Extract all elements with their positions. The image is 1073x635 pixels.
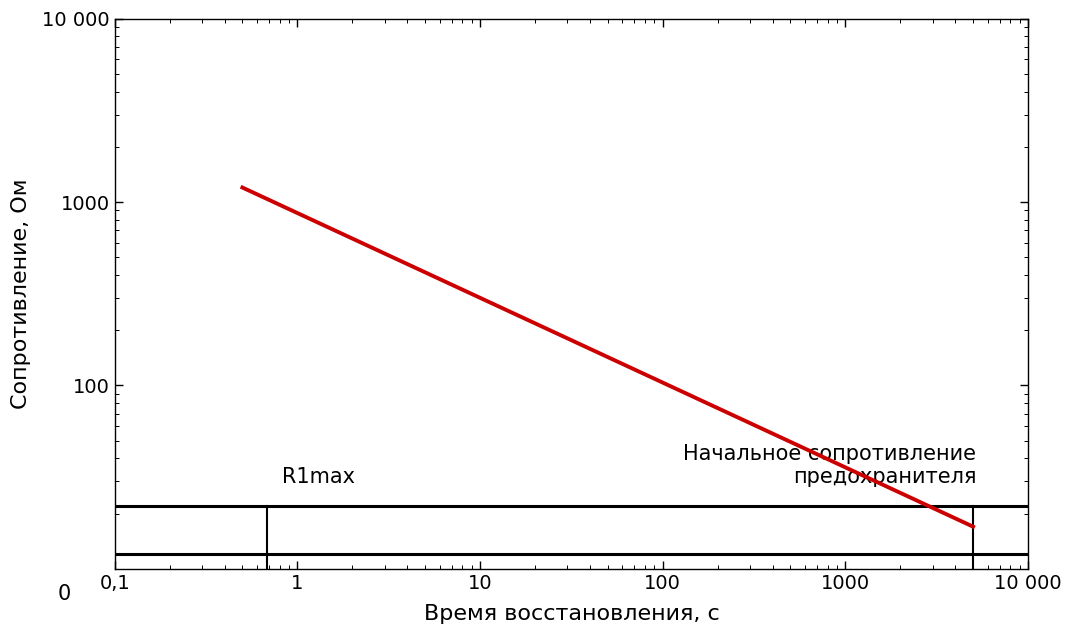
Y-axis label: Сопротивление, Ом: Сопротивление, Ом (11, 178, 31, 409)
Text: Начальное сопротивление
предохранителя: Начальное сопротивление предохранителя (684, 444, 976, 487)
X-axis label: Время восстановления, с: Время восстановления, с (424, 604, 719, 624)
Text: 0: 0 (58, 584, 71, 604)
Text: R1max: R1max (281, 467, 355, 487)
